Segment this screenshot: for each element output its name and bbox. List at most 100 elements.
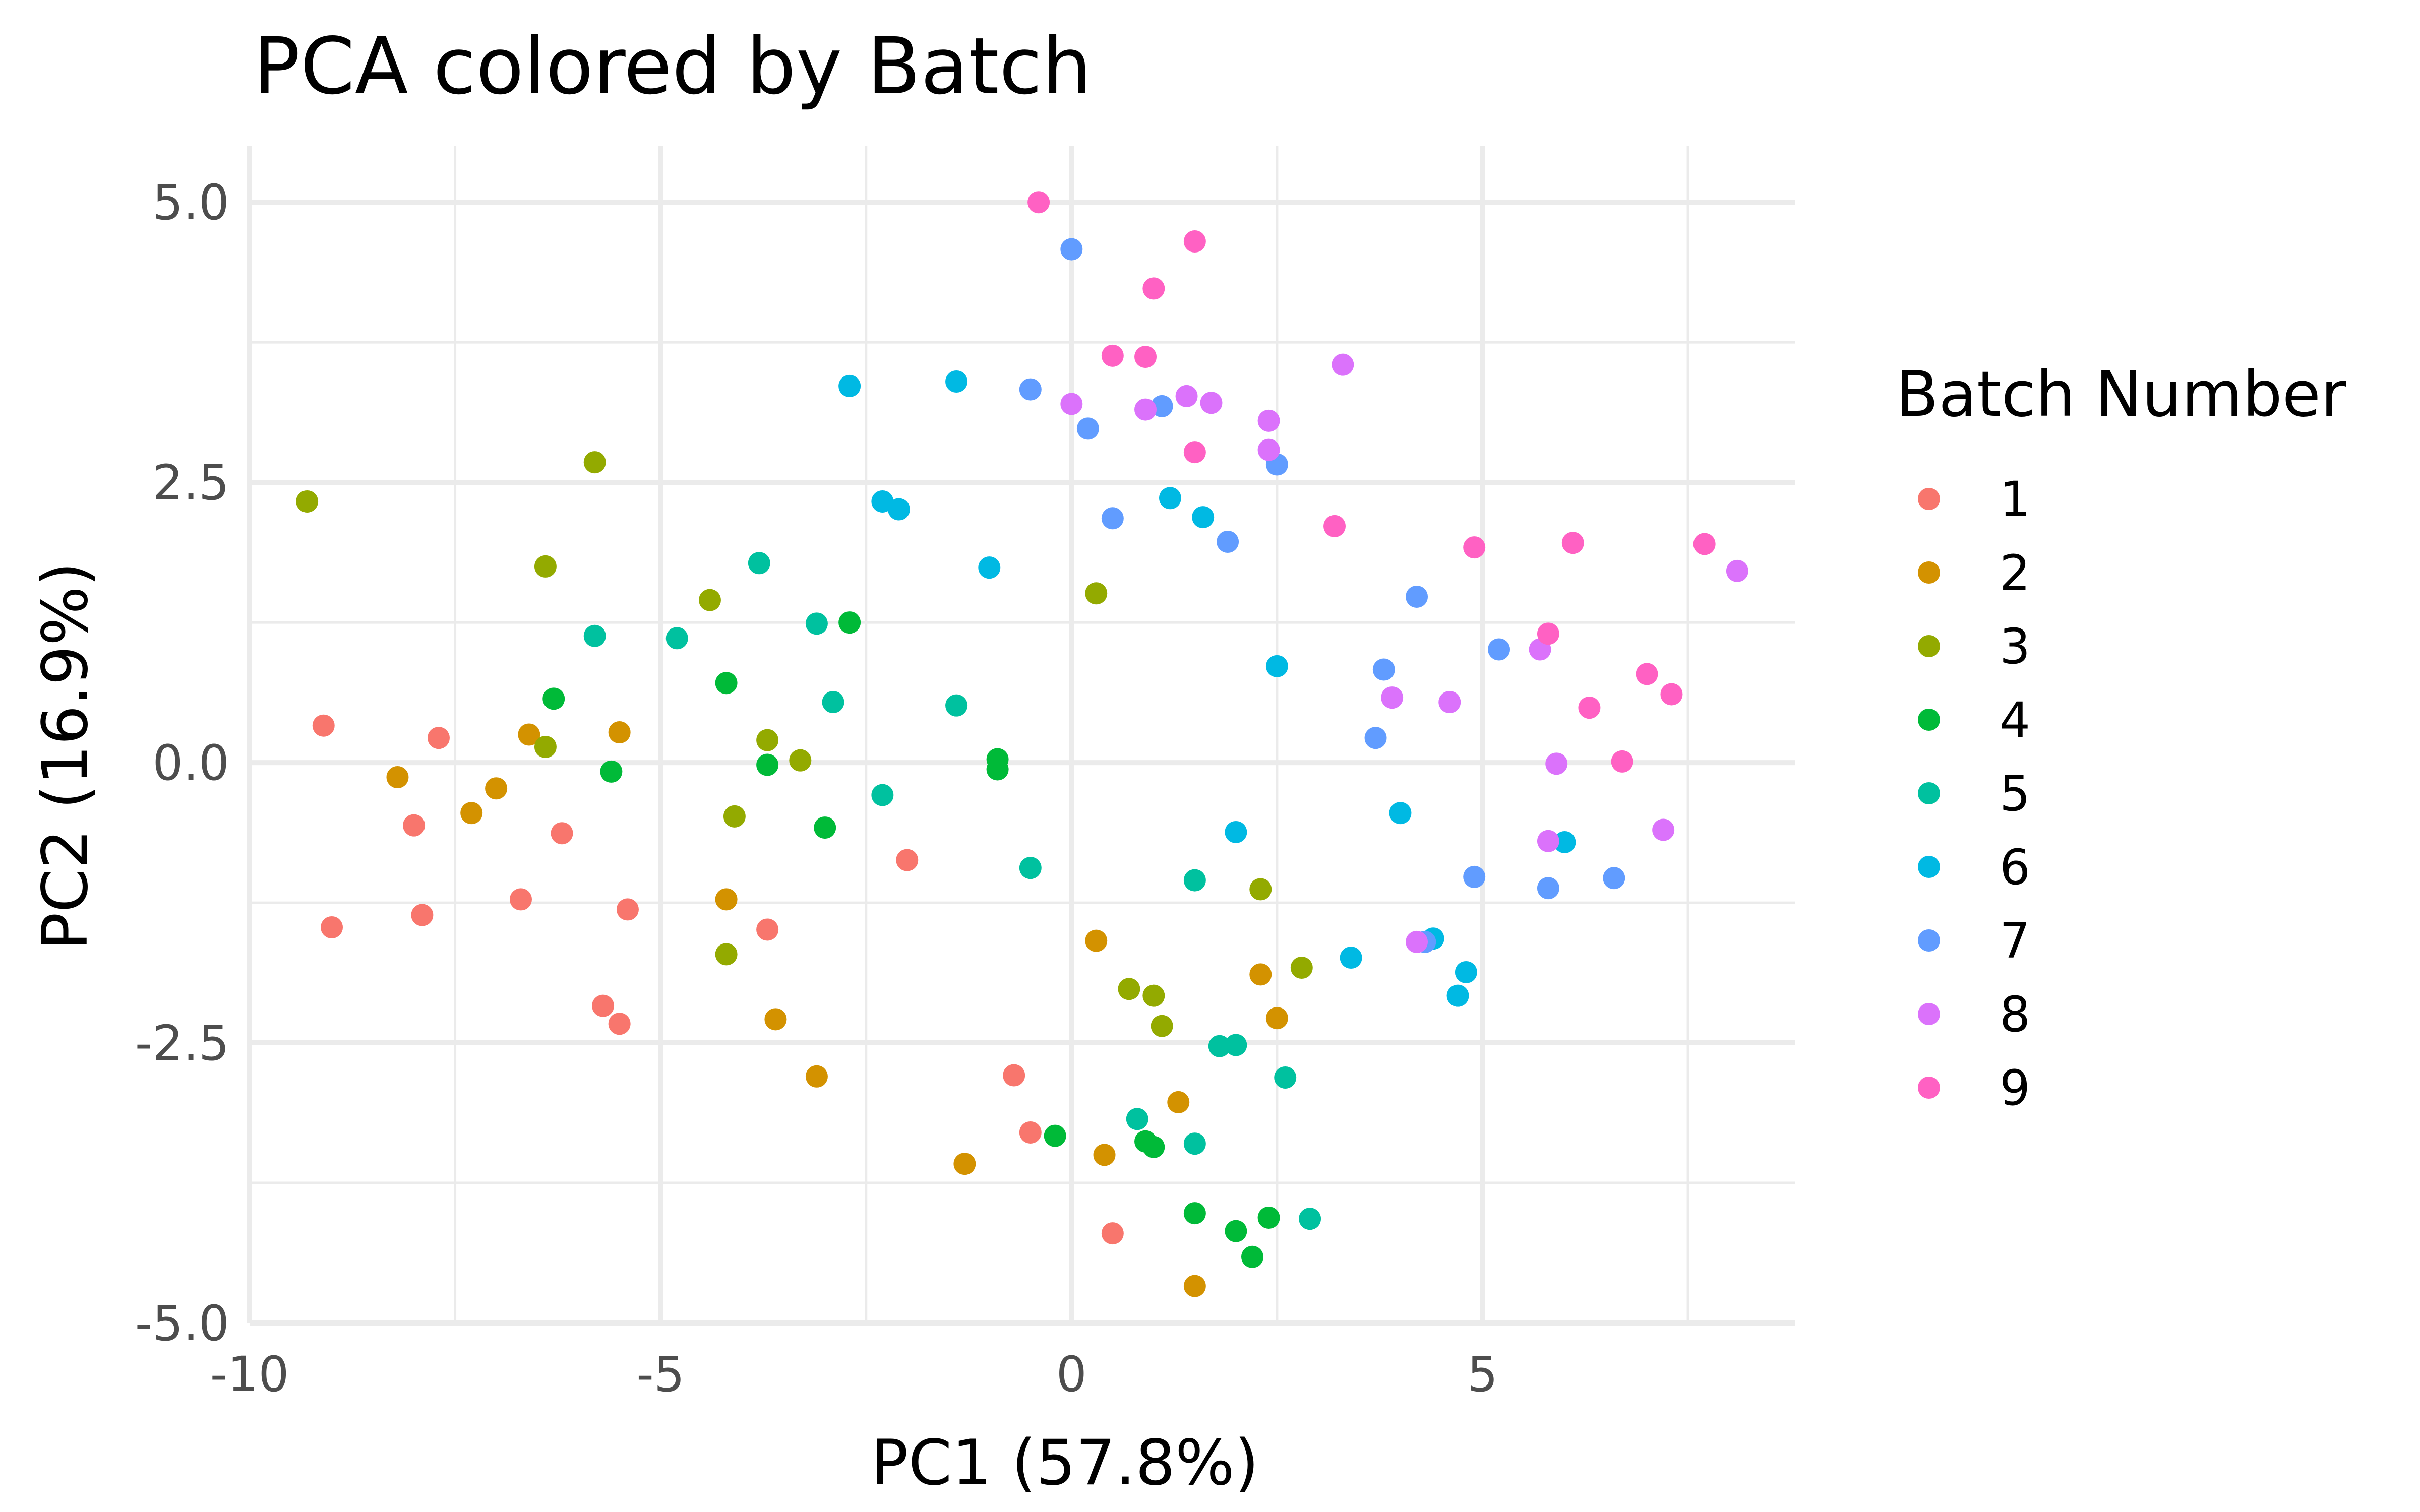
data-point-batch-5 bbox=[871, 784, 894, 806]
data-point-batch-3 bbox=[715, 943, 738, 966]
data-point-batch-8 bbox=[1406, 930, 1428, 953]
data-point-batch-6 bbox=[1225, 821, 1247, 843]
data-point-batch-6 bbox=[978, 556, 1001, 579]
data-point-batch-2 bbox=[485, 777, 508, 800]
data-point-batch-5 bbox=[1208, 1035, 1231, 1057]
data-point-batch-8 bbox=[1332, 353, 1354, 376]
legend-label-batch-9: 9 bbox=[2000, 1060, 2030, 1116]
axis-ticks: -10 -5 0 5 -5.0 -2.5 0.0 2.5 5.0 bbox=[135, 174, 1498, 1403]
data-point-batch-3 bbox=[1151, 1015, 1173, 1037]
data-point-batch-7 bbox=[1151, 395, 1173, 417]
data-point-batch-4 bbox=[986, 758, 1009, 781]
data-point-batch-1 bbox=[608, 1013, 631, 1035]
data-point-batch-9 bbox=[1027, 191, 1050, 214]
data-point-batch-5 bbox=[1126, 1108, 1148, 1130]
data-point-batch-2 bbox=[460, 802, 483, 825]
data-point-batch-2 bbox=[386, 766, 409, 789]
data-point-batch-2 bbox=[1183, 1275, 1206, 1297]
legend-key-batch-2 bbox=[1918, 561, 1940, 584]
data-point-batch-2 bbox=[764, 1008, 787, 1031]
data-point-batch-1 bbox=[1101, 1222, 1124, 1245]
data-point-batch-6 bbox=[887, 498, 910, 521]
x-axis-title: PC1 (57.8%) bbox=[871, 1427, 1259, 1499]
data-point-batch-3 bbox=[534, 735, 557, 758]
data-point-batch-2 bbox=[1093, 1144, 1116, 1166]
legend-label-batch-4: 4 bbox=[2000, 692, 2030, 748]
chart-title: PCA colored by Batch bbox=[253, 21, 1092, 112]
legend-label-batch-3: 3 bbox=[2000, 618, 2030, 675]
data-point-batch-7 bbox=[1406, 585, 1428, 608]
data-point-batch-1 bbox=[756, 918, 779, 941]
data-point-batch-2 bbox=[518, 723, 540, 746]
x-tick-label: 5 bbox=[1467, 1346, 1498, 1403]
legend-label-batch-1: 1 bbox=[2000, 471, 2030, 528]
data-point-batch-4 bbox=[756, 753, 779, 776]
data-point-batch-7 bbox=[1060, 238, 1083, 261]
data-point-batch-7 bbox=[1372, 658, 1395, 681]
data-point-batch-6 bbox=[1553, 831, 1576, 853]
data-point-batch-3 bbox=[1085, 582, 1108, 605]
legend-label-batch-2: 2 bbox=[2000, 545, 2030, 601]
data-point-batch-1 bbox=[551, 822, 573, 845]
x-tick-label: -5 bbox=[636, 1346, 685, 1403]
data-point-batch-8 bbox=[1545, 752, 1568, 775]
data-point-batch-8 bbox=[1175, 385, 1198, 407]
data-point-batch-6 bbox=[1340, 947, 1362, 969]
data-point-batch-9 bbox=[1463, 536, 1486, 559]
data-point-batch-7 bbox=[1537, 877, 1559, 900]
data-point-batch-9 bbox=[1660, 683, 1683, 706]
data-point-batch-7 bbox=[1488, 638, 1510, 661]
data-point-batch-6 bbox=[1265, 655, 1288, 677]
data-point-batch-1 bbox=[411, 904, 434, 926]
data-point-batch-7 bbox=[1076, 417, 1099, 440]
data-point-batch-9 bbox=[1693, 533, 1716, 555]
data-point-batch-9 bbox=[1636, 663, 1658, 685]
data-point-batch-6 bbox=[1192, 506, 1215, 529]
data-point-batch-8 bbox=[1257, 409, 1280, 432]
data-point-batch-5 bbox=[805, 612, 828, 635]
data-point-batch-3 bbox=[1290, 957, 1313, 979]
data-point-batch-5 bbox=[1183, 1132, 1206, 1155]
data-point-batch-4 bbox=[838, 611, 861, 634]
y-tick-label: -2.5 bbox=[135, 1015, 229, 1072]
y-axis-title: PC2 (16.9%) bbox=[29, 562, 102, 950]
data-point-batch-8 bbox=[1060, 393, 1083, 415]
data-point-batch-7 bbox=[1603, 867, 1625, 890]
data-point-batch-5 bbox=[666, 627, 688, 650]
data-point-batch-3 bbox=[756, 729, 779, 751]
data-point-batch-7 bbox=[1463, 865, 1486, 888]
data-point-batch-1 bbox=[403, 814, 426, 837]
legend-key-batch-7 bbox=[1918, 929, 1940, 952]
data-point-batch-3 bbox=[789, 749, 812, 772]
data-point-batch-5 bbox=[1274, 1066, 1297, 1089]
data-point-batch-5 bbox=[1225, 1034, 1247, 1056]
data-point-batch-2 bbox=[1167, 1091, 1190, 1113]
data-points bbox=[296, 191, 1748, 1297]
data-point-batch-9 bbox=[1183, 441, 1206, 464]
y-tick-label: 5.0 bbox=[152, 174, 229, 231]
legend-key-batch-4 bbox=[1918, 709, 1940, 731]
data-point-batch-2 bbox=[608, 721, 631, 744]
data-point-batch-5 bbox=[748, 552, 770, 575]
data-point-batch-1 bbox=[321, 916, 343, 938]
data-point-batch-3 bbox=[583, 451, 606, 474]
data-point-batch-2 bbox=[805, 1065, 828, 1088]
data-point-batch-3 bbox=[723, 805, 746, 828]
data-point-batch-6 bbox=[838, 374, 861, 397]
data-point-batch-5 bbox=[1019, 857, 1042, 879]
data-point-batch-9 bbox=[1611, 750, 1634, 773]
data-point-batch-5 bbox=[583, 624, 606, 647]
legend-label-batch-5: 5 bbox=[2000, 766, 2030, 822]
grid bbox=[247, 146, 1795, 1326]
data-point-batch-8 bbox=[1381, 686, 1404, 709]
legend-key-batch-8 bbox=[1918, 1003, 1940, 1025]
data-point-batch-7 bbox=[1019, 378, 1042, 401]
data-point-batch-1 bbox=[616, 898, 639, 921]
data-point-batch-9 bbox=[1142, 277, 1165, 300]
legend-key-batch-5 bbox=[1918, 782, 1940, 804]
data-point-batch-4 bbox=[814, 816, 836, 839]
data-point-batch-7 bbox=[1364, 727, 1387, 749]
y-tick-label: -5.0 bbox=[135, 1295, 229, 1352]
data-point-batch-1 bbox=[427, 727, 450, 749]
